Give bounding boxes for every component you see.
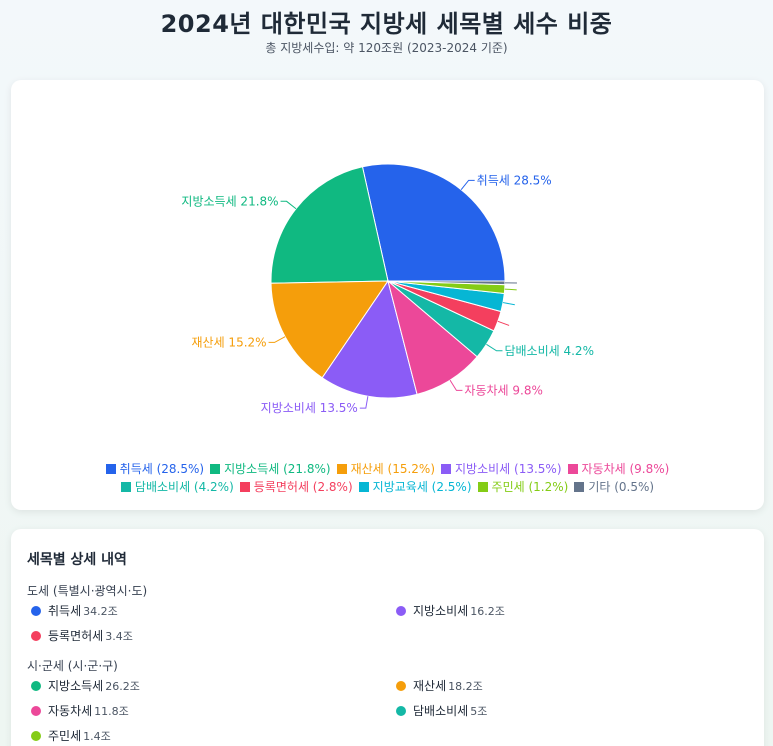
- pie-slice-2: [270, 280, 389, 379]
- detail-item: 등록면허세 3.4조: [31, 627, 133, 644]
- legend-swatch: [336, 464, 347, 474]
- pie-slice-9: [387, 280, 506, 286]
- detail-item-name: 지방소득세: [48, 679, 104, 693]
- detail-item-value: 34.2조: [83, 605, 118, 618]
- legend-label: 담배소비세 (4.2%): [134, 480, 234, 494]
- legend-label: 지방교육세 (2.5%): [372, 480, 472, 494]
- legend-item-9[interactable]: 기타 (0.5%): [574, 478, 654, 496]
- detail-item-name: 주민세: [48, 729, 82, 743]
- pie-leader-6: [497, 320, 510, 326]
- detail-item-name: 자동차세: [48, 704, 93, 718]
- legend-swatch: [358, 482, 369, 492]
- legend-swatch: [477, 482, 488, 492]
- legend-item-5[interactable]: 담배소비세 (4.2%): [120, 478, 234, 496]
- legend-row: 담배소비세 (4.2%) 등록면허세 (2.8%) 지방교육세 (2.5%) 주민세 …: [11, 478, 764, 496]
- detail-dot: [31, 631, 41, 641]
- legend-swatch: [239, 482, 250, 492]
- detail-title: 세목별 상세 내역: [27, 552, 127, 568]
- legend-label: 취득세 (28.5%): [119, 462, 205, 476]
- pie-label-5: 담배소비세 4.2%: [504, 344, 594, 358]
- legend-item-4[interactable]: 자동차세 (9.8%): [567, 460, 670, 478]
- chart-legend: 취득세 (28.5%) 지방소득세 (21.8%) 재산세 (15.2%) 지방소비세…: [11, 460, 764, 496]
- legend-label: 기타 (0.5%): [588, 480, 655, 494]
- detail-group-title: 도세 (특별시·광역시·도): [27, 584, 148, 598]
- legend-swatch: [567, 464, 578, 474]
- legend-label: 지방소비세 (13.5%): [455, 462, 562, 476]
- detail-item-name: 재산세: [413, 679, 447, 693]
- detail-group-title: 시·군세 (시·군·구): [27, 659, 118, 673]
- detail-dot: [31, 681, 41, 691]
- detail-item-value: 11.8조: [94, 705, 129, 718]
- pie-label-3: 지방소비세 13.5%: [261, 401, 358, 415]
- legend-item-8[interactable]: 주민세 (1.2%): [477, 478, 569, 496]
- pie-leader-2: [268, 336, 286, 343]
- legend-swatch: [105, 464, 116, 474]
- legend-label: 재산세 (15.2%): [350, 462, 435, 476]
- page-subtitle: 총 지방세수입: 약 120조원 (2023-2024 기준): [265, 41, 508, 55]
- legend-label: 지방소득세 (21.8%): [224, 462, 331, 476]
- detail-dot: [396, 606, 406, 616]
- pie-leader-5: [486, 343, 503, 352]
- legend-item-2[interactable]: 재산세 (15.2%): [336, 460, 435, 478]
- detail-item: 지방소비세 16.2조: [396, 602, 505, 619]
- legend-label: 등록면허세 (2.8%): [253, 480, 353, 494]
- legend-item-7[interactable]: 지방교육세 (2.5%): [358, 478, 472, 496]
- detail-item-value: 5조: [470, 705, 488, 718]
- pie-leader-7: [502, 302, 515, 306]
- legend-label: 주민세 (1.2%): [491, 480, 569, 494]
- detail-dot: [31, 606, 41, 616]
- legend-swatch: [574, 482, 585, 492]
- detail-item-name: 지방소비세: [413, 604, 469, 618]
- detail-item: 지방소득세 26.2조: [31, 677, 140, 694]
- legend-swatch: [120, 482, 131, 492]
- legend-item-3[interactable]: 지방소비세 (13.5%): [441, 460, 562, 478]
- detail-item: 재산세 18.2조: [396, 677, 483, 694]
- detail-item: 취득세 34.2조: [31, 602, 118, 619]
- detail-dot: [31, 731, 41, 741]
- detail-item: 주민세 1.4조: [31, 727, 111, 744]
- detail-item-value: 16.2조: [470, 605, 505, 618]
- legend-item-6[interactable]: 등록면허세 (2.8%): [239, 478, 353, 496]
- legend-row: 취득세 (28.5%) 지방소득세 (21.8%) 재산세 (15.2%) 지방소비세…: [11, 460, 764, 478]
- detail-item-name: 취득세: [48, 604, 82, 618]
- pie-leader-8: [504, 288, 517, 291]
- detail-item-value: 18.2조: [448, 680, 483, 693]
- detail-item-value: 1.4조: [83, 730, 111, 743]
- pie-label-1: 지방소득세 21.8%: [181, 194, 278, 208]
- pie-leader-4: [449, 379, 463, 391]
- detail-card: 세목별 상세 내역 도세 (특별시·광역시·도) 취득세 34.2조 지방소비세 16.…: [11, 529, 764, 746]
- pie-chart: 취득세 28.5% 지방소득세 21.8% 재산세 15.2% 지방소비세 13.5%…: [181, 163, 594, 415]
- legend-item-1[interactable]: 지방소득세 (21.8%): [210, 460, 331, 478]
- detail-item: 자동차세 11.8조: [31, 702, 129, 719]
- legend-swatch: [210, 464, 221, 474]
- detail-dot: [396, 681, 406, 691]
- pie-label-2: 재산세 15.2%: [192, 335, 267, 349]
- page-title: 2024년 대한민국 지방세 세목별 세수 비중: [160, 10, 613, 38]
- pie-leader-3: [359, 396, 369, 409]
- detail-item-value: 3.4조: [105, 630, 133, 643]
- pie-leader-0: [460, 179, 475, 191]
- detail-item: 담배소비세 5조: [396, 702, 487, 719]
- legend-label: 자동차세 (9.8%): [581, 462, 670, 476]
- legend-swatch: [441, 464, 451, 474]
- chart-card: 취득세 28.5% 지방소득세 21.8% 재산세 15.2% 지방소비세 13.5%…: [11, 80, 764, 510]
- detail-item-name: 담배소비세: [413, 704, 469, 718]
- pie-label-4: 자동차세 9.8%: [464, 383, 542, 397]
- detail-dot: [31, 706, 41, 716]
- pie-leader-1: [280, 200, 297, 210]
- pie-slice-3: [321, 279, 418, 399]
- pie-label-0: 취득세 28.5%: [477, 173, 552, 187]
- detail-item-name: 등록면허세: [48, 629, 104, 643]
- detail-dot: [396, 706, 406, 716]
- legend-item-0[interactable]: 취득세 (28.5%): [105, 460, 205, 478]
- detail-item-value: 26.2조: [105, 680, 140, 693]
- pie-slice-1: [270, 166, 389, 284]
